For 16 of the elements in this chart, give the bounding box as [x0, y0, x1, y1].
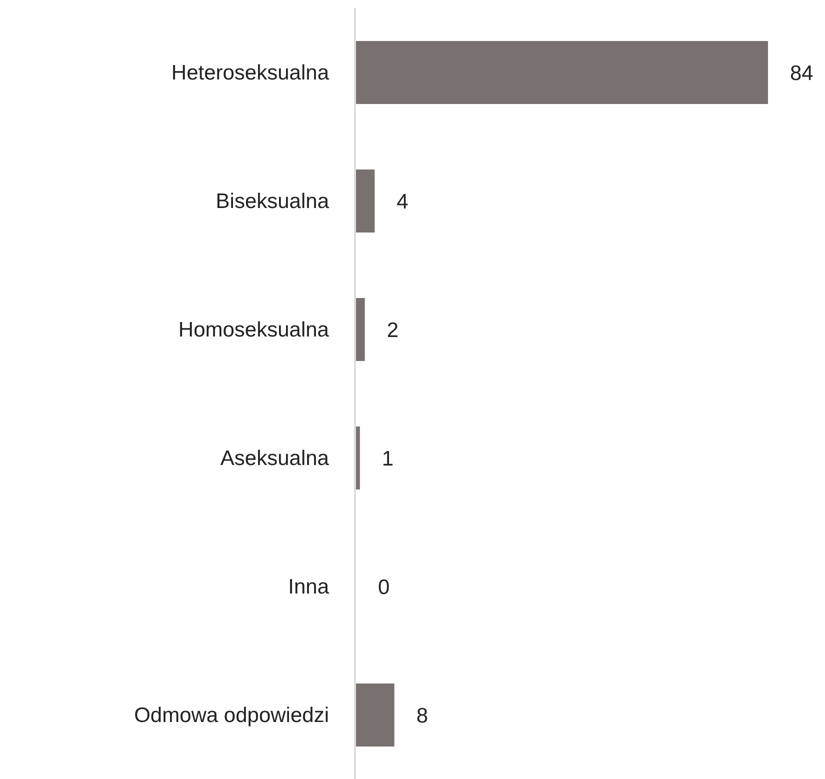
bar	[355, 684, 394, 746]
y-tick-label: Odmowa odpowiedzi	[134, 704, 329, 728]
data-label: 84	[790, 62, 814, 85]
data-label: 1	[382, 447, 394, 470]
bar	[355, 41, 768, 104]
y-tick-label: Aseksualna	[220, 447, 330, 470]
y-tick-label: Heteroseksualna	[171, 62, 330, 85]
y-tick-label: Biseksualna	[216, 190, 330, 214]
y-tick-label: Homoseksualna	[178, 318, 330, 342]
bar	[355, 298, 365, 361]
data-label: 2	[386, 318, 399, 342]
data-label: 4	[396, 190, 409, 214]
data-label: 8	[416, 704, 428, 728]
data-label: 0	[378, 576, 390, 599]
y-tick-label: Inna	[288, 576, 330, 599]
bar	[355, 170, 375, 232]
